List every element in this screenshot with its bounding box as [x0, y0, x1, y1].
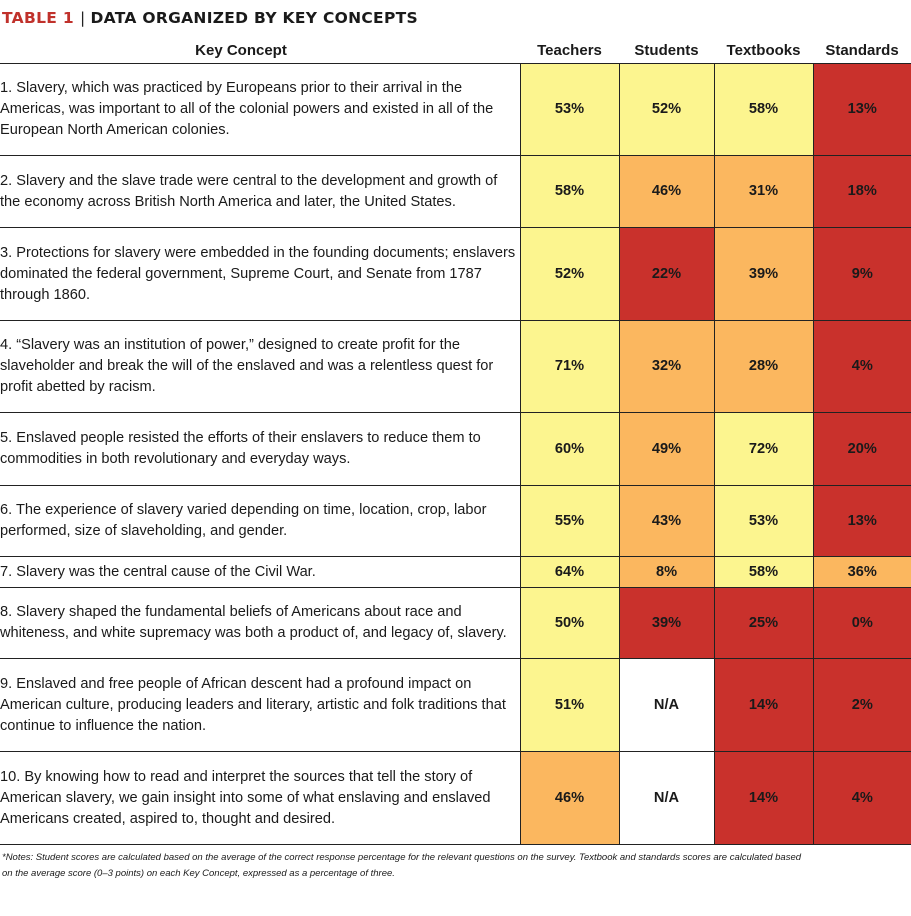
- key-concept-cell: 5. Enslaved people resisted the efforts …: [0, 412, 521, 486]
- standards-score-cell: 13%: [813, 63, 911, 156]
- table-title: TABLE 1 | DATA ORGANIZED BY KEY CONCEPTS: [2, 9, 418, 29]
- textbooks-score-cell: 14%: [714, 658, 814, 752]
- textbooks-score-cell: 25%: [714, 587, 814, 659]
- standards-score-cell: 4%: [813, 320, 911, 413]
- textbooks-score-cell: 58%: [714, 63, 814, 156]
- students-score-cell: 49%: [619, 412, 715, 486]
- standards-score-cell: 2%: [813, 658, 911, 752]
- students-score-cell: 32%: [619, 320, 715, 413]
- header-teachers: Teachers: [537, 42, 602, 59]
- students-score-cell: 46%: [619, 155, 715, 228]
- standards-score-cell: 36%: [813, 556, 911, 588]
- standards-score-cell: 4%: [813, 751, 911, 845]
- teachers-score-cell: 46%: [520, 751, 620, 845]
- key-concept-cell: 8. Slavery shaped the fundamental belief…: [0, 587, 521, 659]
- header-standards: Standards: [825, 42, 899, 59]
- header-textbooks: Textbooks: [726, 42, 801, 59]
- teachers-score-cell: 53%: [520, 63, 620, 156]
- teachers-score-cell: 64%: [520, 556, 620, 588]
- students-score-cell: N/A: [619, 751, 715, 845]
- teachers-score-cell: 71%: [520, 320, 620, 413]
- table-row: 1. Slavery, which was practiced by Europ…: [0, 63, 911, 156]
- standards-score-cell: 9%: [813, 227, 911, 321]
- table-row: 10. By knowing how to read and interpret…: [0, 751, 911, 845]
- table-row: 9. Enslaved and free people of African d…: [0, 658, 911, 752]
- standards-score-cell: 18%: [813, 155, 911, 228]
- key-concept-cell: 6. The experience of slavery varied depe…: [0, 485, 521, 557]
- textbooks-score-cell: 39%: [714, 227, 814, 321]
- standards-score-cell: 20%: [813, 412, 911, 486]
- key-concepts-table: Key Concept Teachers Students Textbooks …: [0, 38, 911, 845]
- teachers-score-cell: 50%: [520, 587, 620, 659]
- key-concept-cell: 3. Protections for slavery were embedded…: [0, 227, 521, 321]
- students-score-cell: N/A: [619, 658, 715, 752]
- header-row: Key Concept Teachers Students Textbooks …: [0, 38, 911, 64]
- key-concept-cell: 10. By knowing how to read and interpret…: [0, 751, 521, 845]
- students-score-cell: 52%: [619, 63, 715, 156]
- teachers-score-cell: 58%: [520, 155, 620, 228]
- header-key-concept: Key Concept: [195, 42, 287, 59]
- title-separator: |: [79, 9, 86, 27]
- key-concept-cell: 2. Slavery and the slave trade were cent…: [0, 155, 521, 228]
- table-row: 5. Enslaved people resisted the efforts …: [0, 412, 911, 486]
- key-concept-cell: 1. Slavery, which was practiced by Europ…: [0, 63, 521, 156]
- students-score-cell: 22%: [619, 227, 715, 321]
- textbooks-score-cell: 53%: [714, 485, 814, 557]
- header-students: Students: [634, 42, 699, 59]
- standards-score-cell: 0%: [813, 587, 911, 659]
- students-score-cell: 39%: [619, 587, 715, 659]
- key-concept-cell: 7. Slavery was the central cause of the …: [0, 556, 521, 588]
- table-title-text: DATA ORGANIZED BY KEY CONCEPTS: [90, 9, 418, 27]
- table-row: 4. “Slavery was an institution of power,…: [0, 320, 911, 413]
- textbooks-score-cell: 28%: [714, 320, 814, 413]
- table-row: 3. Protections for slavery were embedded…: [0, 227, 911, 321]
- textbooks-score-cell: 31%: [714, 155, 814, 228]
- key-concept-cell: 4. “Slavery was an institution of power,…: [0, 320, 521, 413]
- textbooks-score-cell: 58%: [714, 556, 814, 588]
- textbooks-score-cell: 14%: [714, 751, 814, 845]
- standards-score-cell: 13%: [813, 485, 911, 557]
- table-row: 2. Slavery and the slave trade were cent…: [0, 155, 911, 228]
- table-row: 7. Slavery was the central cause of the …: [0, 556, 911, 588]
- students-score-cell: 43%: [619, 485, 715, 557]
- teachers-score-cell: 55%: [520, 485, 620, 557]
- table-notes: *Notes: Student scores are calculated ba…: [2, 852, 802, 879]
- table-number: TABLE 1: [2, 9, 74, 27]
- table-row: 6. The experience of slavery varied depe…: [0, 485, 911, 557]
- table-body: 1. Slavery, which was practiced by Europ…: [0, 63, 911, 845]
- textbooks-score-cell: 72%: [714, 412, 814, 486]
- key-concept-cell: 9. Enslaved and free people of African d…: [0, 658, 521, 752]
- students-score-cell: 8%: [619, 556, 715, 588]
- table-row: 8. Slavery shaped the fundamental belief…: [0, 587, 911, 659]
- teachers-score-cell: 52%: [520, 227, 620, 321]
- teachers-score-cell: 60%: [520, 412, 620, 486]
- teachers-score-cell: 51%: [520, 658, 620, 752]
